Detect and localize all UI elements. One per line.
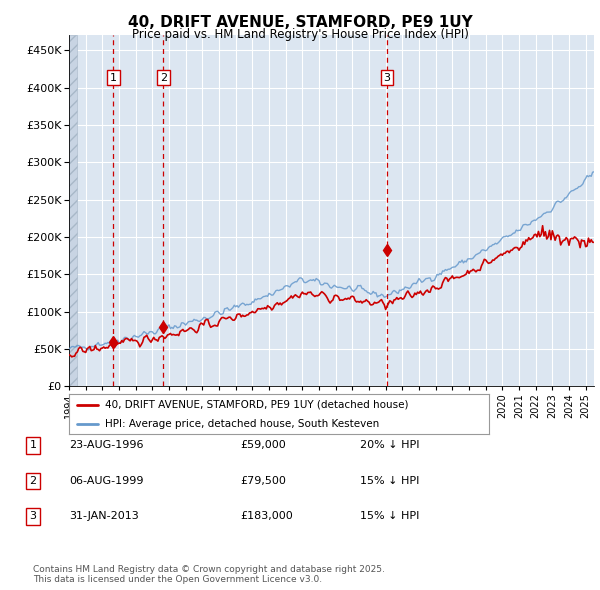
Text: 20% ↓ HPI: 20% ↓ HPI (360, 441, 419, 450)
Text: £79,500: £79,500 (240, 476, 286, 486)
Text: 15% ↓ HPI: 15% ↓ HPI (360, 512, 419, 521)
Text: 15% ↓ HPI: 15% ↓ HPI (360, 476, 419, 486)
Text: HPI: Average price, detached house, South Kesteven: HPI: Average price, detached house, Sout… (104, 419, 379, 428)
Text: 06-AUG-1999: 06-AUG-1999 (69, 476, 143, 486)
Text: £59,000: £59,000 (240, 441, 286, 450)
Text: 2: 2 (29, 476, 37, 486)
Text: Contains HM Land Registry data © Crown copyright and database right 2025.
This d: Contains HM Land Registry data © Crown c… (33, 565, 385, 584)
Text: 3: 3 (29, 512, 37, 521)
Text: 40, DRIFT AVENUE, STAMFORD, PE9 1UY (detached house): 40, DRIFT AVENUE, STAMFORD, PE9 1UY (det… (104, 400, 408, 410)
Text: 31-JAN-2013: 31-JAN-2013 (69, 512, 139, 521)
Text: 1: 1 (29, 441, 37, 450)
Text: 23-AUG-1996: 23-AUG-1996 (69, 441, 143, 450)
Text: Price paid vs. HM Land Registry's House Price Index (HPI): Price paid vs. HM Land Registry's House … (131, 28, 469, 41)
Text: 1: 1 (110, 73, 117, 83)
Text: 3: 3 (383, 73, 391, 83)
Text: £183,000: £183,000 (240, 512, 293, 521)
Text: 40, DRIFT AVENUE, STAMFORD, PE9 1UY: 40, DRIFT AVENUE, STAMFORD, PE9 1UY (128, 15, 472, 30)
Text: 2: 2 (160, 73, 167, 83)
Bar (69, 35, 77, 386)
